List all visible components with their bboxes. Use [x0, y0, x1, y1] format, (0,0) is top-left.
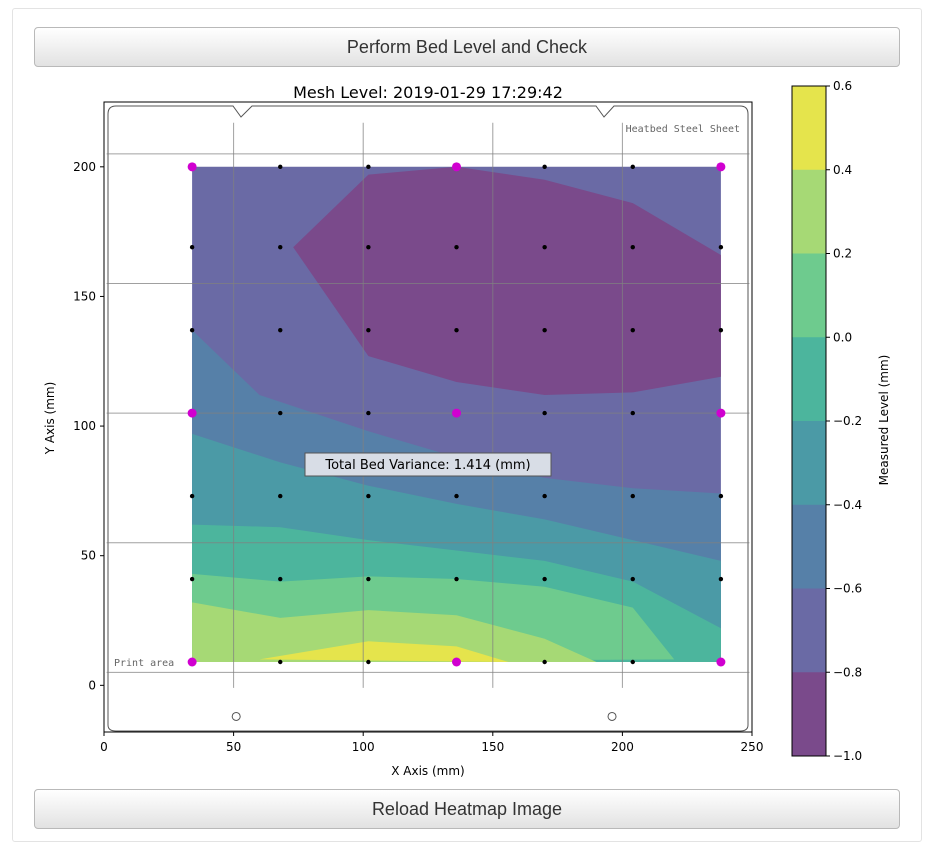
contour-band-7	[293, 166, 721, 395]
colorbar-tick-label: 0.6	[833, 79, 852, 93]
mesh-point	[278, 659, 283, 665]
x-tick-label: 200	[611, 740, 634, 754]
y-tick-label: 100	[73, 419, 96, 433]
mesh-point	[542, 493, 547, 499]
colorbar-segment	[792, 504, 826, 589]
colorbar-segment	[792, 86, 826, 171]
colorbar-tick-label: −0.8	[833, 665, 862, 679]
mesh-point	[630, 410, 635, 416]
calibration-point	[187, 657, 197, 667]
gridlines	[106, 122, 750, 688]
mesh-point	[454, 493, 459, 499]
calibration-point	[452, 657, 462, 667]
calibration-point	[452, 162, 462, 172]
reload-heatmap-button[interactable]: Reload Heatmap Image	[34, 789, 900, 829]
bed-holes	[231, 711, 617, 721]
y-axis-label: Y Axis (mm)	[43, 382, 57, 456]
x-tick-label: 100	[352, 740, 375, 754]
colorbar-tick-label: 0.2	[833, 247, 852, 261]
mesh-point	[278, 410, 283, 416]
heatbed-sheet-label: Heatbed Steel Sheet	[626, 124, 740, 135]
variance-annotation-text: Total Bed Variance: 1.414 (mm)	[324, 458, 530, 473]
mesh-point	[542, 576, 547, 582]
y-tick-label: 50	[81, 549, 96, 563]
calibration-point	[452, 408, 462, 418]
mesh-point	[542, 244, 547, 250]
mesh-point	[366, 576, 371, 582]
mesh-point	[454, 244, 459, 250]
colorbar-label: Measured Level (mm)	[877, 355, 891, 486]
colorbar: 0.6 0.4 0.2 0.0 −0.2 −0.4 −0.6 −0.8 −1.0	[791, 79, 862, 763]
mesh-point	[278, 327, 283, 333]
perform-bed-level-button[interactable]: Perform Bed Level and Check	[34, 27, 900, 67]
mesh-point	[189, 244, 195, 250]
colorbar-segment	[792, 253, 826, 338]
mesh-point	[630, 164, 635, 170]
mesh-point	[630, 659, 635, 665]
mesh-point	[278, 493, 283, 499]
bed-hole	[607, 711, 617, 721]
mesh-point	[189, 327, 195, 333]
colorbar-tick-label: −0.4	[833, 498, 862, 512]
mesh-point	[542, 659, 547, 665]
colorbar-tick-label: 0.0	[833, 330, 852, 344]
mesh-point	[366, 327, 371, 333]
mesh-point	[189, 576, 195, 582]
x-axis-ticks: 0 50 100 150 200 250	[100, 732, 763, 754]
calibration-point	[187, 408, 197, 418]
contour-band-5	[192, 602, 597, 662]
mesh-point	[542, 327, 547, 333]
mesh-point	[278, 244, 283, 250]
x-axis-label: X Axis (mm)	[391, 764, 465, 778]
mesh-point	[630, 576, 635, 582]
bed-hole	[231, 711, 241, 721]
calibration-point	[716, 657, 726, 667]
mesh-point	[454, 327, 459, 333]
mesh-point	[189, 493, 195, 499]
mesh-point	[718, 493, 724, 499]
mesh-point	[366, 244, 371, 250]
y-axis-ticks: 0 50 100 150 200	[73, 160, 104, 692]
colorbar-tick-label: −0.6	[833, 582, 862, 596]
calibration-point	[187, 162, 197, 172]
mesh-point	[366, 410, 371, 416]
colorbar-tick-label: −0.2	[833, 414, 862, 428]
x-tick-label: 250	[741, 740, 764, 754]
x-tick-label: 0	[100, 740, 108, 754]
mesh-point	[278, 576, 283, 582]
mesh-point	[366, 659, 371, 665]
mesh-point	[542, 164, 547, 170]
mesh-point	[630, 327, 635, 333]
chart-title: Mesh Level: 2019-01-29 17:29:42	[293, 83, 563, 102]
print-area-label: Print area	[114, 658, 174, 669]
mesh-point	[454, 576, 459, 582]
y-tick-label: 150	[73, 289, 96, 303]
colorbar-segment	[792, 169, 826, 254]
mesh-point	[630, 244, 635, 250]
x-tick-label: 150	[481, 740, 504, 754]
colorbar-segment	[792, 337, 826, 422]
colorbar-segment	[792, 421, 826, 506]
mesh-points	[187, 162, 726, 667]
colorbar-tick-label: 0.4	[833, 163, 852, 177]
y-tick-label: 200	[73, 160, 96, 174]
mesh-point	[366, 493, 371, 499]
mesh-point	[718, 244, 724, 250]
mesh-point	[542, 410, 547, 416]
colorbar-segment	[792, 588, 826, 673]
x-tick-label: 50	[226, 740, 241, 754]
y-tick-label: 0	[88, 678, 96, 692]
contour-band-6	[259, 641, 509, 662]
mesh-point	[278, 164, 283, 170]
variance-annotation: Total Bed Variance: 1.414 (mm)	[304, 452, 552, 477]
colorbar-tick-label: −1.0	[833, 749, 862, 763]
colorbar-segment	[792, 672, 826, 757]
calibration-point	[716, 162, 726, 172]
mesh-point	[630, 493, 635, 499]
calibration-point	[716, 408, 726, 418]
mesh-point	[366, 164, 371, 170]
mesh-point	[718, 327, 724, 333]
mesh-point	[718, 576, 724, 582]
